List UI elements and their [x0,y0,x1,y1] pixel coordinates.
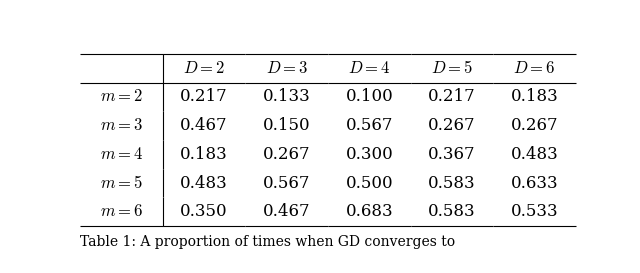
Text: Table 1: A proportion of times when GD converges to: Table 1: A proportion of times when GD c… [80,235,455,248]
